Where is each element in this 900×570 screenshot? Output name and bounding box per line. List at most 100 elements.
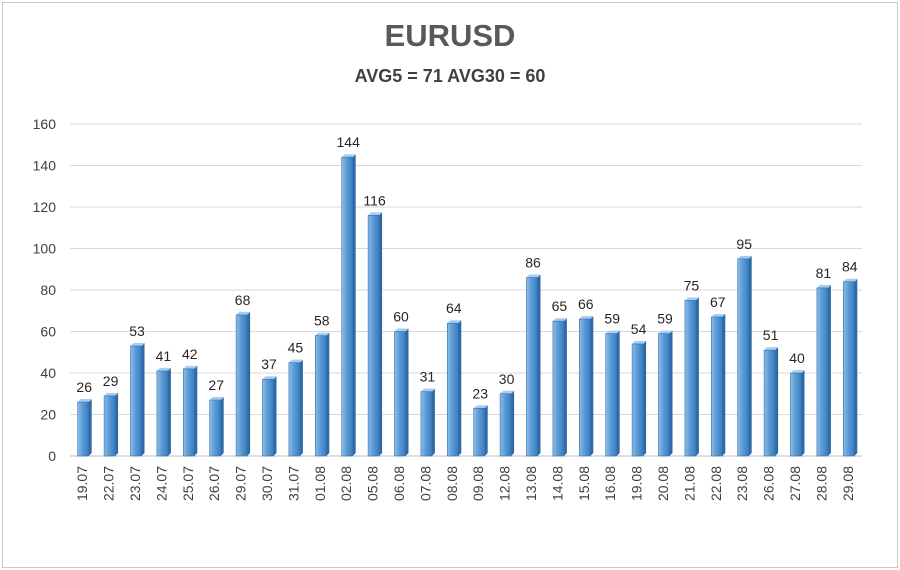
x-tick-label: 29.07: [233, 466, 249, 501]
data-label: 84: [842, 259, 858, 275]
x-tick-label: 20.08: [655, 466, 671, 501]
data-label: 45: [288, 340, 304, 356]
x-tick-label: 26.07: [206, 466, 222, 501]
bar: [526, 277, 538, 457]
y-tick-label: 40: [40, 365, 56, 381]
bar-top: [420, 388, 435, 392]
y-tick-label: 140: [33, 158, 57, 174]
bar: [816, 287, 829, 457]
data-label: 67: [710, 294, 726, 310]
bar: [710, 316, 723, 457]
bar-side: [194, 365, 198, 456]
bar: [235, 314, 248, 457]
data-label: 23: [472, 385, 488, 401]
bar-side: [115, 392, 119, 456]
bar-top: [447, 320, 462, 324]
x-tick-label: 19.08: [629, 466, 645, 501]
bar: [473, 407, 486, 457]
bar-top: [183, 365, 198, 369]
bar: [763, 349, 776, 457]
y-tick-label: 60: [40, 324, 56, 340]
bar: [209, 399, 221, 457]
bar-side: [247, 311, 251, 456]
data-label: 41: [156, 348, 172, 364]
x-tick-label: 12.08: [497, 466, 513, 501]
bar-side: [669, 330, 673, 456]
x-tick-label: 30.07: [259, 466, 275, 501]
x-tick-label: 26.08: [761, 466, 777, 501]
data-label: 65: [552, 298, 568, 314]
bar: [183, 368, 195, 457]
bar: [737, 258, 750, 457]
y-tick-label: 100: [33, 241, 57, 257]
x-tick-label: 15.08: [576, 466, 592, 501]
data-label: 68: [235, 292, 251, 308]
bar: [842, 281, 855, 457]
bar-top: [77, 399, 92, 403]
bar: [684, 300, 697, 457]
bar-side: [379, 212, 383, 456]
bar-side: [722, 313, 726, 456]
data-label: 29: [103, 373, 119, 389]
data-label: 54: [631, 321, 647, 337]
x-tick-label: 21.08: [681, 466, 697, 501]
y-tick-label: 20: [40, 407, 56, 423]
x-tick-label: 09.08: [470, 466, 486, 501]
x-tick-label: 23.08: [734, 466, 750, 501]
data-label: 53: [129, 323, 145, 339]
bar-side: [273, 376, 277, 456]
x-tick-label: 07.08: [417, 466, 433, 501]
bar-side: [563, 318, 567, 456]
data-label: 42: [182, 346, 198, 362]
data-label: 60: [393, 309, 409, 325]
data-label: 58: [314, 313, 330, 329]
bar: [420, 391, 433, 457]
bar-side: [511, 390, 515, 456]
x-tick-label: 23.07: [127, 466, 143, 501]
x-tick-label: 25.07: [180, 466, 196, 501]
bar-side: [405, 328, 409, 456]
bar-side: [167, 367, 171, 456]
bar: [314, 335, 327, 457]
y-tick-label: 80: [40, 282, 56, 298]
y-tick-label: 160: [33, 116, 57, 132]
data-label: 40: [789, 350, 805, 366]
bar-side: [299, 359, 303, 456]
bar-top: [737, 255, 752, 259]
x-tick-label: 28.08: [813, 466, 829, 501]
bar: [446, 322, 459, 457]
chart-title: EURUSD: [384, 18, 516, 53]
bar-top: [394, 328, 409, 332]
x-tick-label: 16.08: [602, 466, 618, 501]
bar-side: [827, 284, 831, 456]
bar: [367, 215, 380, 457]
bar-top: [658, 330, 673, 334]
bar: [77, 401, 89, 457]
data-label: 27: [208, 377, 224, 393]
bar: [156, 370, 169, 457]
bar-top: [368, 212, 383, 216]
bar: [288, 362, 301, 457]
bar: [103, 395, 116, 457]
bar-side: [326, 332, 330, 456]
data-label: 95: [736, 236, 752, 252]
bar-side: [484, 405, 488, 456]
bar-top: [764, 347, 779, 351]
x-tick-label: 01.08: [312, 466, 328, 501]
x-tick-label: 06.08: [391, 466, 407, 501]
y-tick-label: 0: [48, 448, 56, 464]
bar-side: [352, 154, 356, 456]
bar-side: [616, 330, 620, 456]
data-label: 59: [657, 311, 673, 327]
bar: [790, 372, 802, 457]
bar: [499, 393, 512, 457]
bar: [605, 333, 618, 457]
bar-top: [262, 376, 277, 380]
y-tick-label: 120: [33, 199, 57, 215]
bar-top: [843, 278, 858, 282]
bar: [262, 378, 274, 457]
bar-side: [801, 370, 805, 456]
data-label: 31: [420, 369, 436, 385]
bar-top: [605, 330, 620, 334]
